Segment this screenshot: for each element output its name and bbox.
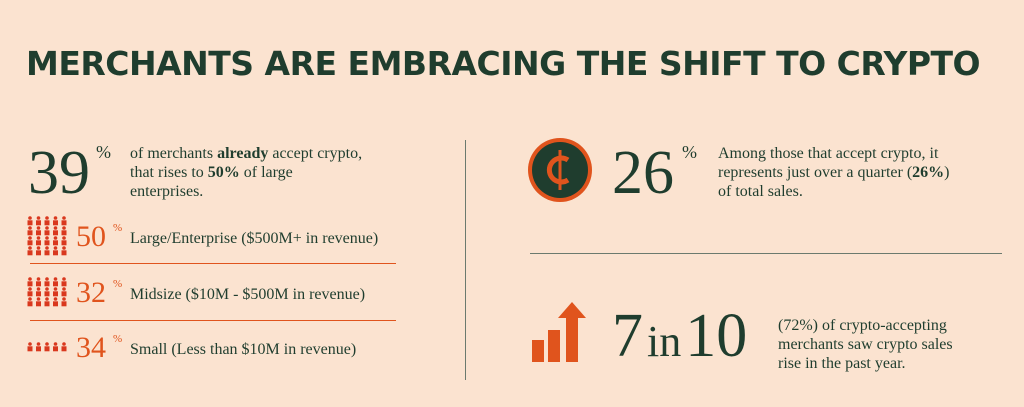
text: in (647, 317, 682, 366)
adoption-number: 39 (28, 139, 90, 207)
segment-label: Midsize ($10M - $500M in revenue) (130, 286, 366, 303)
people-icon (27, 216, 67, 256)
segment-number: 34 (76, 331, 106, 364)
text: already (217, 145, 269, 162)
text: of merchants (130, 145, 218, 162)
share-unit: % (682, 142, 697, 162)
divider (30, 320, 396, 321)
segment-unit: % (113, 222, 123, 234)
divider (465, 140, 466, 380)
growth-text: (72%) of crypto-accepting merchants saw … (778, 317, 953, 372)
text: of large enterprises. (130, 164, 293, 200)
divider (530, 253, 1002, 254)
segment-label: Large/Enterprise ($500M+ in revenue) (130, 230, 379, 247)
growth-number: 7 in 10 (612, 305, 747, 367)
text: 7 (612, 302, 643, 370)
adoption-unit: % (96, 142, 111, 162)
segment-number: 32 (76, 276, 106, 309)
text: ) of total sales. (718, 164, 950, 200)
text: 26% (912, 164, 945, 181)
text: accept crypto, that rises to (130, 145, 363, 181)
segment-number: 50 (76, 220, 106, 253)
text: 50% (207, 164, 240, 181)
segment-unit: % (113, 333, 123, 345)
segment-unit: % (113, 278, 123, 290)
text: 10 (685, 302, 748, 370)
share-text: Among those that accept crypto, it repre… (718, 144, 958, 201)
divider (30, 263, 396, 264)
adoption-text: of merchants already accept crypto, that… (130, 144, 370, 201)
people-icon (27, 342, 67, 352)
segment-label: Small (Less than $10M in revenue) (130, 341, 357, 358)
text: Among those that accept crypto, it repre… (718, 145, 939, 181)
coin-icon (528, 138, 592, 202)
title: MERCHANTS ARE EMBRACING THE SHIFT TO CRY… (26, 44, 981, 83)
share-number: 26 (612, 139, 674, 207)
people-icon (27, 277, 67, 307)
growth-icon (532, 302, 586, 362)
